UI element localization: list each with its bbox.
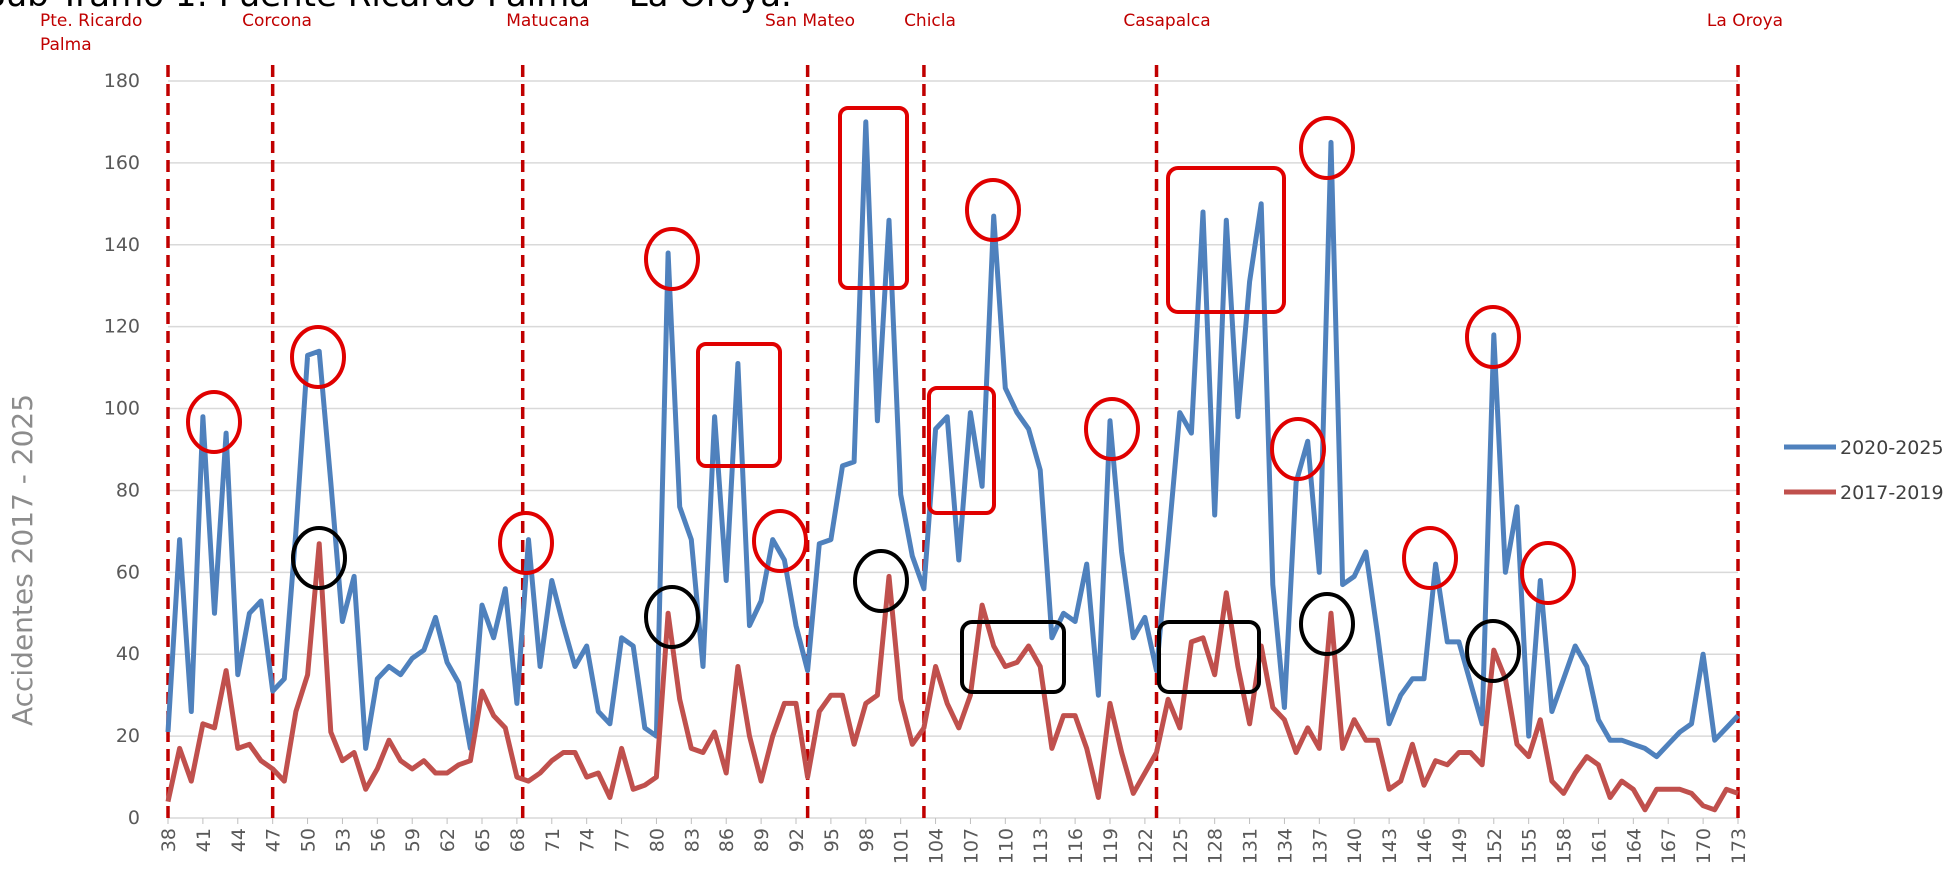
x-tick-label: 95: [821, 828, 843, 852]
x-tick-label: 149: [1449, 828, 1471, 864]
section-label: Chicla: [904, 11, 956, 31]
x-tick-label: 74: [577, 828, 599, 852]
x-tick-label: 140: [1344, 828, 1366, 864]
legend-label: 2020-2025: [1840, 437, 1944, 459]
x-tick-label: 47: [263, 828, 285, 852]
x-tick-label: 146: [1414, 828, 1436, 864]
section-label: Matucana: [506, 11, 589, 31]
x-tick-label: 122: [1135, 828, 1157, 864]
x-tick-label: 68: [507, 828, 529, 852]
highlight-box: [696, 342, 782, 468]
x-tick-label: 164: [1623, 828, 1645, 864]
series-line: [165, 541, 1739, 813]
y-tick-label: 80: [116, 479, 140, 501]
x-tick-label: 80: [646, 828, 668, 852]
x-tick-label: 113: [1030, 828, 1052, 864]
highlight-box: [1166, 166, 1286, 314]
y-tick-label: 100: [104, 398, 140, 420]
highlight-circle: [186, 390, 242, 454]
highlight-circle: [965, 178, 1021, 242]
highlight-circle: [291, 526, 347, 590]
x-tick-label: 38: [158, 828, 180, 852]
highlight-circle: [1299, 116, 1355, 180]
x-tick-label: 89: [751, 828, 773, 852]
section-label: Palma: [40, 35, 92, 55]
x-tick-label: 44: [228, 828, 250, 852]
highlight-circle: [1299, 592, 1355, 656]
y-tick-label: 140: [104, 234, 140, 256]
x-tick-label: 56: [367, 828, 389, 852]
section-label: Casapalca: [1123, 11, 1210, 31]
legend-label: 2017-2019: [1840, 482, 1944, 504]
x-tick-label: 104: [926, 828, 948, 864]
y-axis-label: Accidentes 2017 - 2025: [6, 394, 39, 726]
y-tick-label: 20: [116, 725, 140, 747]
highlight-circle: [1402, 526, 1458, 590]
plot: [165, 119, 1740, 813]
section-label: La Oroya: [1707, 11, 1783, 31]
x-tick-label: 116: [1065, 828, 1087, 864]
x-tick-label: 107: [960, 828, 982, 864]
chart-title: Sub Tramo 1: Puente Ricardo Palma – La O…: [0, 0, 792, 15]
x-tick-label: 65: [472, 828, 494, 852]
series-line: [165, 119, 1740, 760]
y-tick-label: 0: [128, 807, 140, 829]
section-label: Pte. Ricardo: [40, 11, 142, 31]
x-tick-label: 92: [786, 828, 808, 852]
highlight-circle: [1465, 305, 1521, 369]
x-tick-label: 131: [1240, 828, 1262, 864]
x-tick-label: 119: [1100, 828, 1122, 864]
y-tick-label: 40: [116, 643, 140, 665]
highlight-circle: [853, 549, 909, 613]
section-label: Corcona: [242, 11, 312, 31]
highlight-circle: [644, 585, 700, 649]
x-tick-label: 77: [612, 828, 634, 852]
highlight-circle: [290, 325, 346, 389]
x-tick-label: 155: [1519, 828, 1541, 864]
highlights: [186, 106, 1576, 694]
y-tick-label: 120: [104, 316, 140, 338]
highlight-circle: [1084, 397, 1140, 461]
x-tick-label: 173: [1728, 828, 1750, 864]
x-tick-label: 59: [402, 828, 424, 852]
x-tick-label: 134: [1274, 828, 1296, 864]
highlight-circle: [644, 227, 700, 291]
x-tick-label: 167: [1658, 828, 1680, 864]
highlight-circle: [752, 509, 808, 573]
x-tick-label: 41: [193, 828, 215, 852]
x-tick-label: 128: [1205, 828, 1227, 864]
x-tick-label: 125: [1170, 828, 1192, 864]
highlight-circle: [498, 511, 554, 575]
x-tick-label: 83: [681, 828, 703, 852]
x-tick-label: 170: [1693, 828, 1715, 864]
highlight-box: [1157, 620, 1261, 694]
x-tick-label: 71: [542, 828, 564, 852]
highlight-circle: [1270, 417, 1326, 481]
x-tick-label: 137: [1309, 828, 1331, 864]
x-tick-label: 152: [1484, 828, 1506, 864]
x-tick-label: 110: [995, 828, 1017, 864]
x-tick-label: 101: [891, 828, 913, 864]
x-tick-label: 161: [1588, 828, 1610, 864]
y-tick-label: 180: [104, 70, 140, 92]
highlight-box: [927, 386, 996, 515]
section-label: San Mateo: [765, 11, 855, 31]
grid: [166, 65, 1740, 824]
highlight-box: [838, 106, 909, 290]
x-tick-label: 50: [298, 828, 320, 852]
x-tick-label: 158: [1554, 828, 1576, 864]
highlight-box: [960, 620, 1066, 694]
x-tick-label: 53: [332, 828, 354, 852]
x-tick-label: 143: [1379, 828, 1401, 864]
x-tick-label: 98: [856, 828, 878, 852]
x-tick-label: 86: [716, 828, 738, 852]
highlight-circle: [1520, 541, 1576, 605]
y-tick-label: 160: [104, 152, 140, 174]
highlight-circle: [1465, 619, 1521, 683]
x-tick-label: 62: [437, 828, 459, 852]
y-tick-label: 60: [116, 561, 140, 583]
